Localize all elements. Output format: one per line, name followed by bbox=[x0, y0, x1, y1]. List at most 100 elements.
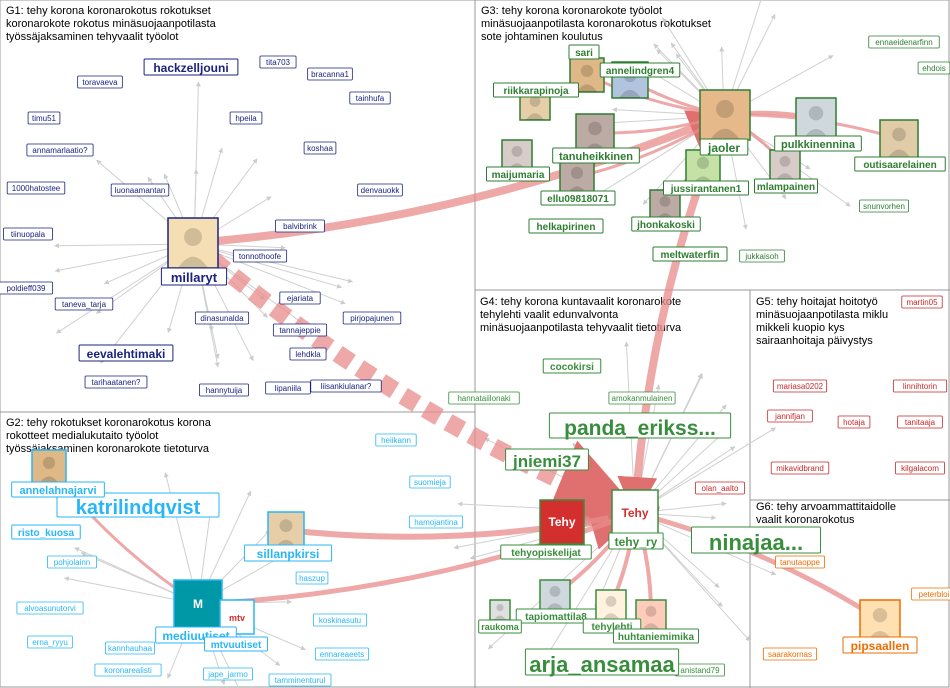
node-label: tapiomattila8 bbox=[525, 612, 587, 623]
node-label-box[interactable]: ellu09818071 bbox=[541, 191, 615, 205]
avatar-node[interactable] bbox=[168, 218, 218, 268]
avatar-node[interactable] bbox=[796, 98, 836, 138]
node-label: meltwaterfin bbox=[661, 250, 720, 261]
node-label-box[interactable]: tehy_ry bbox=[609, 533, 663, 549]
node-small: poldieff039 bbox=[0, 282, 53, 294]
node-small-label: jannifjan bbox=[774, 412, 805, 421]
node-small: kilgalacom bbox=[896, 462, 945, 474]
node-small-label: ennareaeets bbox=[320, 650, 364, 659]
avatar-glyph: mtv bbox=[229, 613, 245, 623]
node-small: denvauokk bbox=[358, 184, 403, 196]
node-small-label: linnihtorin bbox=[903, 382, 937, 391]
node-label-box[interactable]: arja_ansamaa bbox=[525, 649, 678, 677]
node-label-box[interactable]: mtvuutiset bbox=[205, 637, 268, 651]
node-small: tonnothoofe bbox=[233, 250, 286, 262]
node-small-label: dinasunalda bbox=[200, 314, 244, 323]
node-label-box[interactable]: cocokirsi bbox=[543, 359, 601, 373]
node-label-box[interactable]: raukoma bbox=[479, 620, 522, 633]
node-small: koskinasutu bbox=[313, 614, 366, 626]
node-small-label: anistand79 bbox=[680, 666, 720, 675]
node-small-label: hpeila bbox=[235, 114, 257, 123]
node-small-label: toravaeva bbox=[82, 78, 118, 87]
node-small: ennaeidenarfinn bbox=[869, 36, 940, 48]
node-small-label: ehdois bbox=[922, 64, 946, 73]
node-label-box[interactable]: jaoler bbox=[700, 139, 748, 155]
node-small: hannytuija bbox=[200, 384, 249, 396]
node-label-box[interactable]: tanuheikkinen bbox=[553, 148, 640, 163]
node-label-box[interactable]: huhtaniemimika bbox=[614, 629, 699, 643]
node-label-box[interactable]: mlampainen bbox=[755, 179, 818, 193]
node-label-box[interactable]: pipsaallen bbox=[843, 637, 917, 653]
node-small-label: poldieff039 bbox=[7, 284, 47, 293]
avatar-glyph: M bbox=[193, 597, 203, 611]
node-label-box[interactable]: riikkarapinoja bbox=[494, 83, 579, 97]
avatar-node[interactable] bbox=[596, 590, 626, 620]
node-small: kannhauhaa bbox=[106, 642, 155, 654]
node-small: tannajeppie bbox=[273, 324, 326, 336]
avatar-node[interactable] bbox=[860, 600, 900, 640]
node-small-label: jukkaisoh bbox=[744, 252, 778, 261]
node-small: lehdkla bbox=[290, 348, 326, 360]
node-label: jussirantanen1 bbox=[670, 184, 742, 195]
node-label: millaryt bbox=[171, 270, 218, 285]
node-small-label: pohjolainn bbox=[54, 558, 90, 567]
node-small-label: tannajeppie bbox=[279, 326, 321, 335]
avatar-node[interactable]: Tehy bbox=[612, 490, 658, 536]
node-label-box[interactable]: annelindgren4 bbox=[600, 63, 680, 77]
node-small-label: koskinasutu bbox=[319, 616, 361, 625]
avatar-node[interactable]: M bbox=[174, 580, 222, 628]
avatar-node[interactable] bbox=[32, 450, 66, 484]
node-label-box[interactable]: annelahnajarvi bbox=[12, 482, 105, 497]
node-small: bracanna1 bbox=[308, 68, 353, 80]
avatar-node[interactable]: Tehy bbox=[540, 500, 584, 544]
node-small-label: tamminenturul bbox=[275, 676, 326, 685]
node-small: koshaa bbox=[304, 142, 336, 154]
node-label-box[interactable]: pulkkinennina bbox=[775, 136, 862, 151]
node-label-box[interactable]: risto_kuosa bbox=[12, 525, 81, 539]
node-small: tanutaoppe bbox=[776, 556, 825, 568]
avatar-node[interactable] bbox=[502, 140, 532, 170]
avatar-node[interactable] bbox=[490, 600, 510, 620]
node-label-box[interactable]: eevalehtimaki bbox=[79, 345, 173, 361]
node-small: luonaamantan bbox=[111, 184, 169, 196]
node-label: outisaarelainen bbox=[863, 160, 936, 171]
node-label-box[interactable]: jussirantanen1 bbox=[664, 181, 749, 195]
node-label-box[interactable]: millaryt bbox=[161, 268, 226, 285]
node-small-label: jape_jarmo bbox=[207, 670, 248, 679]
node-small: dinasunalda bbox=[195, 312, 248, 324]
avatar-node[interactable] bbox=[576, 114, 614, 152]
node-label-box[interactable]: tehyopiskelijat bbox=[501, 545, 592, 559]
node-label-box[interactable]: jniemi37 bbox=[506, 449, 589, 471]
node-label-box[interactable]: panda_erikss... bbox=[549, 413, 730, 440]
node-label-box[interactable]: hackzelljouni bbox=[144, 59, 238, 75]
avatar-node[interactable] bbox=[540, 580, 570, 610]
node-label-box[interactable]: jhonkakoski bbox=[632, 217, 701, 231]
node-small: saarakornas bbox=[763, 648, 816, 660]
node-label-box[interactable]: maijumaria bbox=[487, 167, 550, 181]
node-small: tamminenturul bbox=[269, 674, 331, 686]
avatar-node[interactable] bbox=[700, 90, 750, 140]
avatar-node[interactable] bbox=[880, 120, 918, 158]
node-small: amokanmulainen bbox=[609, 392, 675, 404]
node-small-label: martin05 bbox=[906, 298, 938, 307]
avatar-node[interactable] bbox=[268, 512, 304, 548]
node-label-box[interactable]: outisaarelainen bbox=[855, 157, 946, 171]
node-label: helkapirinen bbox=[537, 222, 596, 233]
avatar-node[interactable] bbox=[770, 150, 800, 180]
node-small-label: hotaja bbox=[843, 418, 865, 427]
node-label: sillanpkirsi bbox=[257, 547, 320, 561]
edge-main bbox=[193, 243, 635, 513]
node-label: ninajaa... bbox=[709, 530, 803, 555]
avatar-node[interactable] bbox=[560, 160, 594, 194]
node-label-box[interactable]: meltwaterfin bbox=[653, 247, 727, 261]
node-small: taneva_tarja bbox=[55, 298, 113, 310]
node-label-box[interactable]: sari bbox=[569, 45, 599, 59]
node-label-box[interactable]: sillanpkirsi bbox=[244, 545, 331, 561]
node-label-box[interactable]: helkapirinen bbox=[529, 219, 603, 233]
node-small: tarihaatanen? bbox=[85, 376, 147, 388]
node-small: olan_aalto bbox=[696, 482, 745, 494]
node-small-label: tanutaoppe bbox=[780, 558, 821, 567]
node-small: koronarealisti bbox=[95, 664, 161, 676]
node-label-box[interactable]: ninajaa... bbox=[692, 527, 821, 555]
group-title: minäsuojaanpotilasta koronarokotus rokot… bbox=[481, 18, 711, 30]
